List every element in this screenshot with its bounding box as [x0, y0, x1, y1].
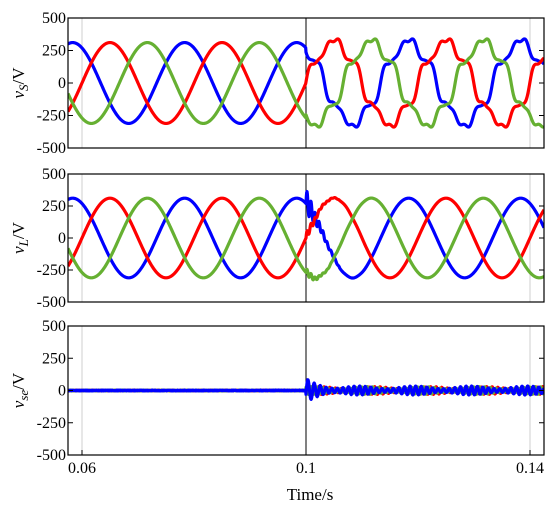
panel-1: 500 250 0 -250 -500 vS/V [9, 10, 545, 157]
y-tick-label: 250 [42, 350, 66, 367]
series-line [68, 378, 544, 401]
y-tick-label: 500 [42, 318, 66, 335]
y-tick-label: 500 [42, 10, 66, 27]
series-line [68, 196, 544, 282]
y-tick-label: 0 [58, 75, 66, 92]
y-axis-label: vse/V [9, 372, 31, 408]
x-tick-label: 0.06 [68, 460, 96, 477]
panel-3: 500 250 0 -250 -500 vse/V 0.06 0.1 0.14 [9, 318, 545, 477]
y-tick-label: -250 [37, 108, 66, 125]
y-tick-label: -500 [37, 140, 66, 157]
y-axis-label: vS/V [9, 67, 31, 99]
y-tick-label: -500 [37, 294, 66, 311]
x-tick-label: 0.14 [516, 460, 544, 477]
x-axis-label: Time/s [287, 485, 334, 504]
y-tick-label: -250 [37, 262, 66, 279]
y-tick-label: 0 [58, 383, 66, 400]
y-tick-label: 500 [42, 166, 66, 183]
y-tick-label: -250 [37, 415, 66, 432]
y-tick-label: -500 [37, 447, 66, 464]
y-axis-label: vL/V [9, 221, 31, 254]
y-tick-label: 0 [58, 230, 66, 247]
y-tick-label: 250 [42, 43, 66, 60]
panel-2: 500 250 0 -250 -500 vL/V [9, 166, 545, 311]
y-tick-label: 250 [42, 198, 66, 215]
x-tick-label: 0.1 [296, 460, 316, 477]
series-line [68, 37, 544, 129]
